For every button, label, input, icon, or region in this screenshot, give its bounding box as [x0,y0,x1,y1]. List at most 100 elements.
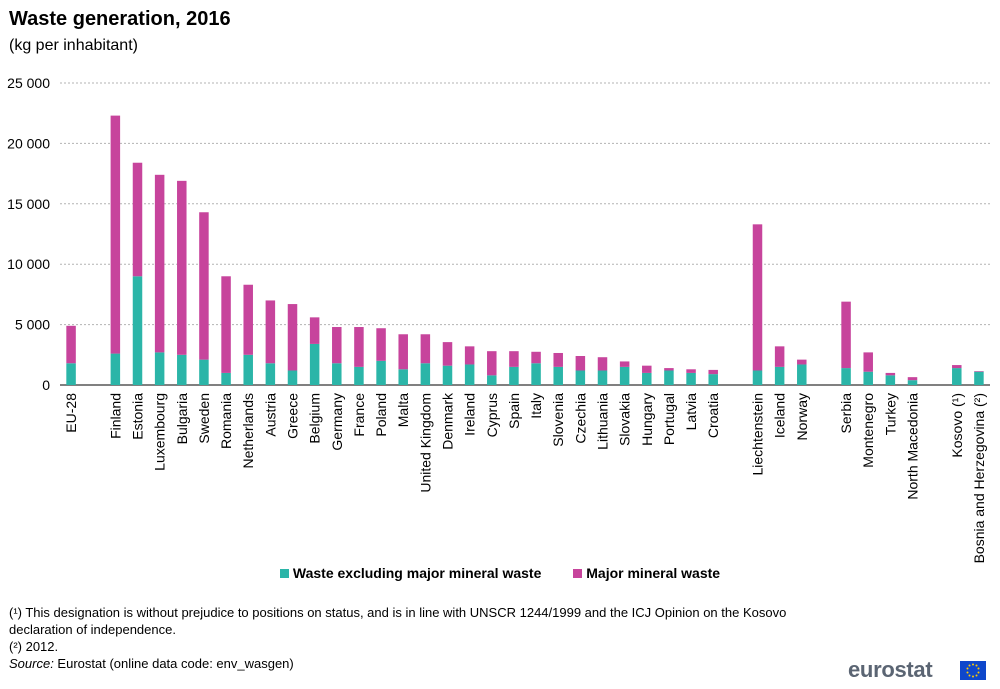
bar-major-mineral [642,365,652,373]
bar-major-mineral [221,276,231,373]
x-tick-label: Netherlands [240,393,256,469]
bar-waste-excluding-mineral [376,360,386,385]
x-tick-label: North Macedonia [905,393,921,500]
bar-major-mineral [309,317,320,344]
bar-waste-excluding-mineral [221,372,231,385]
x-tick-label: Sweden [196,393,212,444]
bar-waste-excluding-mineral [309,343,320,385]
x-tick-label: Bosnia and Herzegovina (²) [971,393,987,563]
x-tick-label: Malta [395,393,411,427]
x-tick-label: Czechia [572,393,588,444]
bar-waste-excluding-mineral [487,375,497,385]
legend-item-major-mineral: Major mineral waste [573,565,720,581]
x-tick-label: Hungary [639,393,655,446]
x-tick-label: Portugal [661,393,677,445]
bar-waste-excluding-mineral [686,372,696,385]
source-line: Source: Eurostat (online data code: env_… [9,655,849,672]
x-tick-label: Bulgaria [174,393,190,445]
bar-waste-excluding-mineral [398,369,408,385]
x-tick-label: Serbia [838,393,854,434]
bar-major-mineral [774,346,785,367]
x-tick-label: Finland [107,393,123,439]
bar-waste-excluding-mineral [974,371,984,385]
x-tick-label: Latvia [683,393,699,431]
bar-major-mineral [974,371,984,372]
bar-major-mineral [332,327,342,364]
bar-major-mineral [841,301,851,369]
y-tick-label: 5 000 [15,317,50,333]
bar-major-mineral [110,115,121,354]
bar-waste-excluding-mineral [287,370,298,385]
bar-waste-excluding-mineral [509,366,519,385]
bar-major-mineral [132,162,143,277]
x-tick-label: France [351,393,367,437]
x-tick-label: Belgium [307,393,323,444]
legend-item-waste-excluding-mineral: Waste excluding major mineral waste [279,565,542,581]
bar-major-mineral [199,212,209,360]
bar-waste-excluding-mineral [66,363,76,385]
bar-major-mineral [354,327,364,367]
bar-major-mineral [154,174,165,353]
bar-major-mineral [952,365,962,369]
bar-waste-excluding-mineral [664,370,674,385]
bar-major-mineral [464,346,475,365]
footnote-2: (²) 2012. [9,639,59,654]
bar-major-mineral [553,352,563,367]
bar-major-mineral [287,304,298,371]
x-tick-label: Cyprus [484,393,500,437]
bar-waste-excluding-mineral [243,354,253,385]
x-tick-label: Greece [285,393,301,439]
bar-waste-excluding-mineral [110,353,121,385]
bar-waste-excluding-mineral [907,380,918,385]
bar-major-mineral [575,356,586,371]
x-tick-label: Germany [329,393,345,451]
x-tick-label: EU-28 [63,393,79,433]
bar-waste-excluding-mineral [553,366,563,385]
bar-waste-excluding-mineral [841,368,851,385]
bar-major-mineral [265,300,276,364]
legend-swatch-magenta [573,569,583,578]
y-tick-label: 20 000 [7,135,50,151]
bar-waste-excluding-mineral [177,354,187,385]
source-label: Source: [9,656,54,671]
bar-major-mineral [885,372,896,376]
legend-label: Waste excluding major mineral waste [292,565,542,581]
bar-major-mineral [907,377,918,381]
chart-legend: Waste excluding major mineral waste Majo… [0,565,1000,581]
y-tick-label: 25 000 [7,75,50,91]
bar-major-mineral [619,361,630,367]
x-tick-label: Lithuania [595,393,611,450]
bar-major-mineral [177,180,187,355]
x-tick-label: Kosovo (¹) [949,393,965,458]
bar-major-mineral [597,357,608,371]
bar-waste-excluding-mineral [952,368,962,385]
logo-text: eurostat [848,657,933,682]
source-text: Eurostat (online data code: env_wasgen) [53,656,294,671]
x-tick-label: Iceland [772,393,788,438]
eu-flag-icon [960,661,986,680]
chart-title: Waste generation, 2016 [9,8,231,30]
bar-waste-excluding-mineral [774,366,785,385]
bar-major-mineral [752,224,763,371]
bar-waste-excluding-mineral [885,375,896,385]
bar-waste-excluding-mineral [531,363,541,385]
bar-waste-excluding-mineral [642,372,652,385]
x-tick-label: Italy [528,393,544,419]
x-tick-label: Norway [794,393,810,440]
bar-major-mineral [686,369,696,373]
x-tick-label: Croatia [705,393,721,438]
bar-waste-excluding-mineral [332,363,342,385]
bar-major-mineral [420,334,431,364]
bar-major-mineral [442,342,453,366]
bar-waste-excluding-mineral [752,370,763,385]
bar-major-mineral [708,369,718,375]
x-tick-label: Romania [218,393,234,449]
x-tick-label: Austria [262,393,278,437]
bar-major-mineral [863,352,873,372]
y-tick-label: 0 [42,377,50,393]
y-tick-label: 15 000 [7,196,50,212]
stacked-bar-chart: 0 5 000 10 000 15 000 20 000 25 000 EU-28 Finl… [7,75,990,563]
bar-major-mineral [531,351,541,364]
eurostat-logo: eurostat [848,657,988,685]
bar-major-mineral [797,359,807,365]
